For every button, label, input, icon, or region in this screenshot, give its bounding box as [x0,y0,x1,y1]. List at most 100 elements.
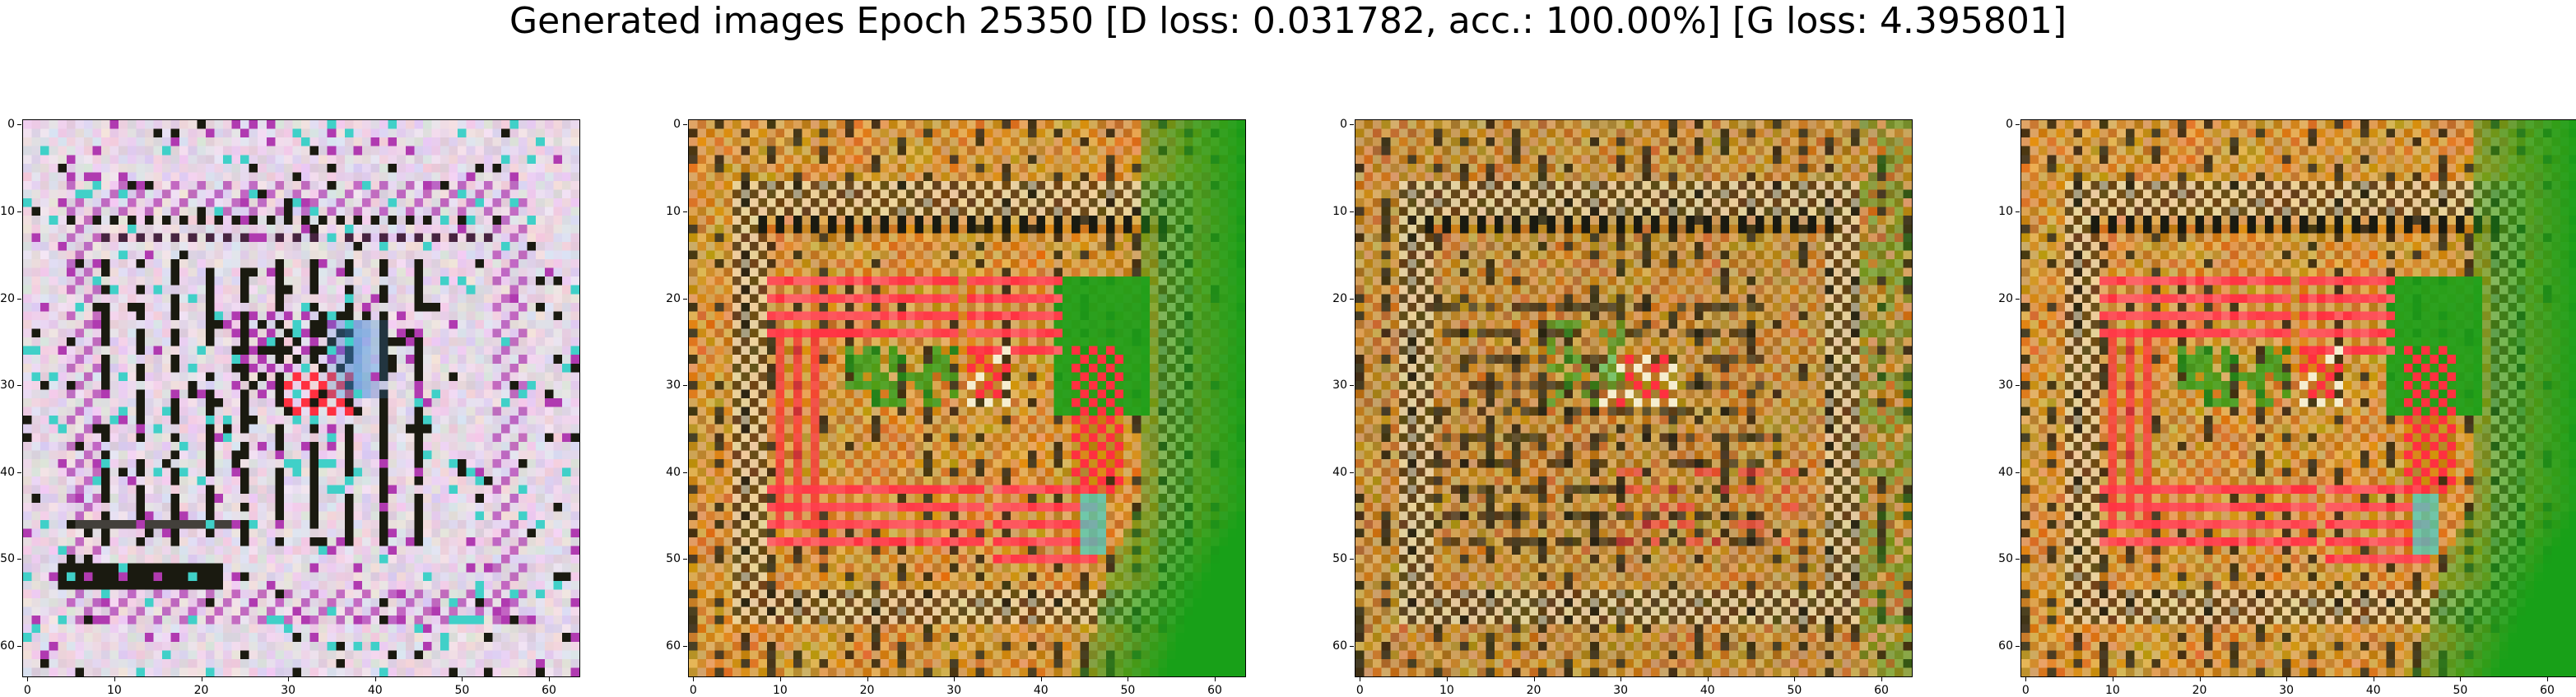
x-tick-label: 30 [2270,677,2303,697]
x-tick-text: 40 [367,684,383,697]
x-tick-mark [867,677,868,681]
y-tick-mark [1350,646,1354,648]
x-tick-label: 20 [1518,677,1551,697]
x-tick-label: 30 [1604,677,1637,697]
x-tick-mark [374,677,376,681]
y-tick-mark [683,385,687,387]
y-tick-mark [683,646,687,648]
y-tick-mark [17,124,21,126]
x-tick-label: 20 [2183,677,2216,697]
x-tick-text: 50 [1787,684,1802,697]
y-tick-label: 30 [0,379,21,393]
x-tick-label: 10 [2096,677,2129,697]
x-tick-text: 0 [2021,684,2030,697]
x-tick-text: 30 [946,684,962,697]
y-tick-mark [2016,124,2020,126]
x-tick-text: 10 [1439,684,1454,697]
x-tick-mark [1040,677,1042,681]
y-tick-mark [2016,472,2020,473]
y-tick-text: 60 [666,639,681,653]
y-tick-label: 10 [1985,204,2020,218]
x-tick-label: 20 [851,677,884,697]
x-tick-text: 40 [1033,684,1049,697]
x-tick-label: 0 [2009,677,2042,697]
x-tick-label: 40 [1691,677,1724,697]
y-tick-label: 10 [0,204,21,218]
y-tick-mark [683,211,687,212]
y-tick-text: 10 [0,204,15,218]
y-tick-label: 60 [1319,639,1354,653]
x-tick-text: 60 [2540,684,2555,697]
y-tick-label: 60 [653,639,687,653]
y-tick-mark [683,298,687,300]
y-tick-mark [1350,124,1354,126]
x-tick-text: 20 [859,684,875,697]
y-tick-mark [17,472,21,473]
y-tick-mark [683,559,687,560]
y-tick-mark [17,211,21,212]
x-tick-text: 10 [106,684,122,697]
y-tick-text: 10 [1998,204,2013,218]
y-tick-text: 50 [666,552,681,566]
x-tick-mark [1533,677,1535,681]
x-tick-text: 40 [1700,684,1715,697]
x-tick-label: 40 [1025,677,1058,697]
y-tick-label: 30 [1319,379,1354,392]
y-tick-text: 30 [1998,379,2013,393]
x-tick-label: 40 [359,677,392,697]
x-tick-mark [1620,677,1622,681]
y-tick-text: 60 [1998,639,2013,653]
y-tick-label: 50 [1319,552,1354,565]
x-tick-text: 50 [1120,684,1136,697]
y-tick-mark [1350,559,1354,560]
y-tick-text: 10 [666,204,681,218]
x-tick-mark [2547,677,2549,681]
y-tick-mark [2016,646,2020,648]
x-tick-mark [1446,677,1448,681]
y-tick-mark [1350,298,1354,300]
x-tick-mark [1215,677,1216,681]
y-tick-mark [1350,472,1354,473]
x-tick-label: 30 [937,677,970,697]
image-canvas [689,120,1245,676]
y-tick-label: 20 [1319,291,1354,305]
x-tick-mark [114,677,115,681]
x-tick-mark [779,677,781,681]
x-tick-label: 50 [1778,677,1811,697]
y-tick-mark [2016,385,2020,387]
y-tick-text: 40 [0,465,15,479]
y-tick-text: 30 [0,379,15,393]
image-canvas [2021,120,2576,676]
x-tick-mark [1794,677,1796,681]
y-tick-text: 20 [666,291,681,305]
generated-image-1: 0 0 10 10 20 20 30 30 40 40 50 50 60 60 [0,118,580,697]
y-tick-label: 60 [0,639,21,653]
x-tick-label: 0 [677,677,709,697]
x-tick-mark [549,677,551,681]
y-tick-mark [683,472,687,473]
x-tick-mark [462,677,463,681]
y-tick-label: 30 [653,379,687,392]
x-tick-text: 20 [2192,684,2207,697]
x-tick-text: 30 [2279,684,2295,697]
x-tick-text: 0 [689,684,697,697]
x-tick-text: 60 [1874,684,1889,697]
x-tick-mark [2460,677,2462,681]
x-tick-label: 10 [764,677,797,697]
y-tick-label: 10 [1319,204,1354,218]
y-tick-label: 0 [1985,118,2020,131]
x-tick-text: 30 [1613,684,1629,697]
x-tick-mark [1707,677,1709,681]
y-tick-mark [17,385,21,387]
x-tick-label: 60 [1198,677,1231,697]
y-tick-text: 50 [0,552,15,566]
y-tick-mark [17,646,21,648]
y-tick-text: 20 [1332,291,1347,305]
x-tick-text: 0 [23,684,31,697]
y-tick-text: 60 [0,639,15,653]
y-tick-text: 10 [1332,204,1347,218]
y-tick-label: 40 [0,465,21,479]
x-tick-label: 20 [185,677,218,697]
y-tick-mark [2016,298,2020,300]
x-tick-label: 0 [11,677,44,697]
